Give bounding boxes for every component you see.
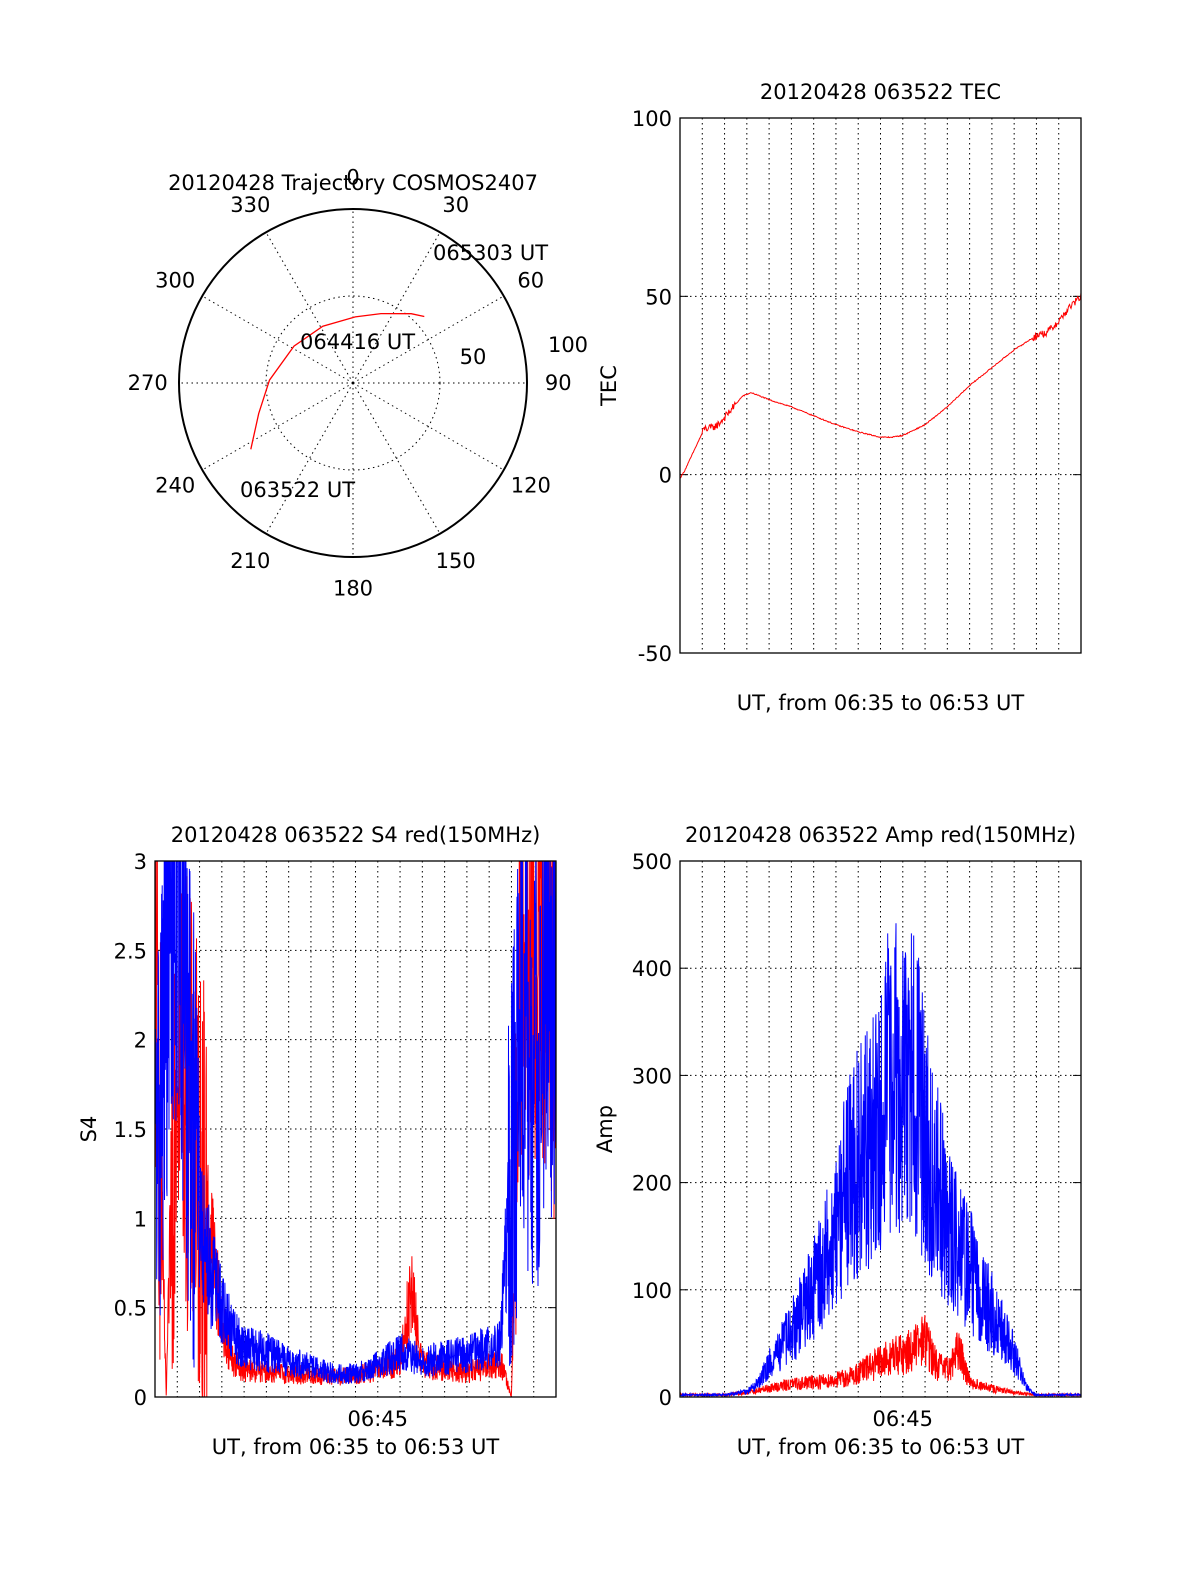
- polar-time-annotation: 065303 UT: [433, 241, 548, 265]
- chart-panel-1: 20120428 063522 TEC 100 50 0 -50 UT, from 06:…: [597, 80, 1082, 715]
- series-line-blue: [680, 923, 1081, 1397]
- polar-angle-label: 210: [230, 549, 270, 573]
- polar-spoke: [202, 382, 354, 471]
- polar-spoke: [265, 382, 354, 534]
- y-tick-label: 1: [134, 1207, 147, 1231]
- chart-title: 20120428 063522 TEC: [760, 80, 1001, 104]
- polar-angle-label: 60: [517, 268, 544, 292]
- y-tick-label: 0: [659, 1386, 672, 1410]
- polar-angle-label: 300: [155, 268, 195, 292]
- y-tick-label: 100: [632, 107, 672, 131]
- polar-angle-label: 90: [545, 371, 572, 395]
- y-axis-label: Amp: [593, 1105, 617, 1153]
- y-tick-label: 400: [632, 957, 672, 981]
- y-tick-label: 2: [134, 1029, 147, 1053]
- y-tick-label: -50: [638, 642, 672, 666]
- polar-outer-circle: [178, 208, 528, 558]
- polar-angle-label: 240: [155, 474, 195, 498]
- chart-title: 20120428 063522 Amp red(150MHz): [685, 823, 1076, 847]
- series-line-blue: [155, 861, 556, 1385]
- y-tick-label: 500: [632, 850, 672, 874]
- y-tick-label: 300: [632, 1064, 672, 1088]
- x-tick-label: 06:45: [348, 1407, 409, 1431]
- polar-trajectory-line: [250, 312, 425, 450]
- y-tick-label: 0: [659, 464, 672, 488]
- plot-frame: [154, 860, 557, 1398]
- plot-area: [680, 923, 1081, 1397]
- plot-area: [680, 292, 1081, 479]
- y-tick-label: 1.5: [114, 1118, 147, 1142]
- y-tick-label: 3: [134, 850, 147, 874]
- polar-spoke: [352, 382, 504, 471]
- chart-panel-2: 20120428 063522 S4 red(150MHz) 3 2.5 2 1.5 1 0…: [77, 823, 557, 1459]
- plot-frame: [679, 117, 1082, 654]
- polar-angle-label: 30: [442, 193, 469, 217]
- y-tick-label: 50: [645, 285, 672, 309]
- polar-time-annotation: 063522 UT: [240, 478, 355, 502]
- polar-angle-label: 270: [128, 371, 168, 395]
- polar-radial-label: 50: [460, 345, 487, 369]
- x-tick-label: 06:45: [873, 1407, 934, 1431]
- x-axis-label: UT, from 06:35 to 06:53 UT: [737, 691, 1025, 715]
- polar-spoke: [202, 295, 354, 384]
- y-tick-label: 0: [134, 1386, 147, 1410]
- polar-spoke: [352, 295, 504, 384]
- polar-ring: [265, 295, 441, 471]
- polar-spoke: [352, 232, 441, 384]
- polar-angle-label: 180: [333, 576, 373, 600]
- polar-radial-label: 100: [548, 333, 588, 357]
- series-line-red: [680, 292, 1081, 479]
- polar-angle-label: 150: [436, 549, 476, 573]
- y-tick-label: 0.5: [114, 1297, 147, 1321]
- chart-panel-3: 20120428 063522 Amp red(150MHz) 500 400 300…: [593, 823, 1082, 1459]
- y-tick-label: 200: [632, 1172, 672, 1196]
- polar-spoke: [265, 232, 354, 384]
- y-tick-label: 2.5: [114, 939, 147, 963]
- x-axis-label: UT, from 06:35 to 06:53 UT: [212, 1435, 500, 1459]
- polar-title: 20120428 Trajectory COSMOS2407: [168, 171, 538, 195]
- y-axis-label: S4: [77, 1116, 101, 1143]
- plot-area: [155, 861, 556, 1397]
- plot-frame: [679, 860, 1082, 1398]
- polar-spoke: [352, 382, 441, 534]
- polar-angle-label: 0: [346, 166, 359, 190]
- y-axis-label: TEC: [597, 365, 621, 407]
- chart-title: 20120428 063522 S4 red(150MHz): [171, 823, 541, 847]
- polar-angle-label: 330: [230, 193, 270, 217]
- polar-angle-label: 120: [511, 474, 551, 498]
- x-axis-label: UT, from 06:35 to 06:53 UT: [737, 1435, 1025, 1459]
- polar-time-annotation: 064416 UT: [300, 330, 415, 354]
- y-tick-label: 100: [632, 1279, 672, 1303]
